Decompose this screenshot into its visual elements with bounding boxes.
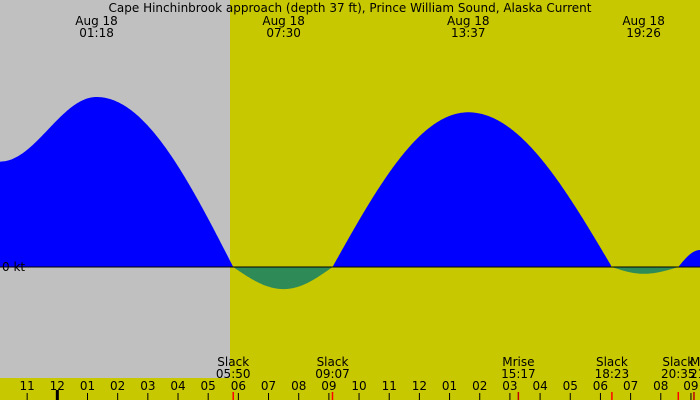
extremum-time-1: 07:30 bbox=[266, 26, 301, 40]
x-tick-label-0: 11 bbox=[20, 379, 35, 393]
x-tick-label-12: 11 bbox=[382, 379, 397, 393]
extremum-time-3: 19:26 bbox=[626, 26, 661, 40]
x-tick-label-16: 03 bbox=[502, 379, 517, 393]
event-label-5: M bbox=[690, 355, 700, 369]
x-tick-label-9: 08 bbox=[291, 379, 306, 393]
x-tick-label-5: 04 bbox=[170, 379, 185, 393]
event-time-1: 09:07 bbox=[315, 367, 350, 381]
flood-area-2 bbox=[333, 112, 611, 267]
ebb-area-3 bbox=[612, 267, 678, 274]
x-tick-label-7: 06 bbox=[231, 379, 246, 393]
x-tick-label-14: 01 bbox=[442, 379, 457, 393]
event-time-2: 15:17 bbox=[501, 367, 536, 381]
event-label-2: Mrise bbox=[502, 355, 534, 369]
x-tick-label-13: 12 bbox=[412, 379, 427, 393]
x-tick-label-22: 09 bbox=[683, 379, 698, 393]
x-tick-label-4: 03 bbox=[140, 379, 155, 393]
extremum-date-1: Aug 18 bbox=[262, 14, 305, 28]
event-label-1: Slack bbox=[317, 355, 349, 369]
x-tick-label-20: 07 bbox=[623, 379, 638, 393]
x-tick-label-19: 06 bbox=[593, 379, 608, 393]
event-label-4: Slack bbox=[662, 355, 694, 369]
event-label-3: Slack bbox=[596, 355, 628, 369]
event-labels: Slack05:50Slack09:07Mrise15:17Slack18:23… bbox=[216, 355, 700, 400]
event-time-5: 21 bbox=[690, 367, 700, 381]
x-tick-label-2: 01 bbox=[80, 379, 95, 393]
zero-current-label: 0 kt bbox=[2, 260, 25, 274]
x-tick-label-3: 02 bbox=[110, 379, 125, 393]
event-label-0: Slack bbox=[217, 355, 249, 369]
extremum-date-3: Aug 18 bbox=[622, 14, 665, 28]
current-fill-layer bbox=[0, 97, 700, 290]
extremum-time-0: 01:18 bbox=[79, 26, 114, 40]
x-tick-label-21: 08 bbox=[653, 379, 668, 393]
extremum-time-2: 13:37 bbox=[451, 26, 486, 40]
x-tick-label-17: 04 bbox=[532, 379, 547, 393]
x-tick-label-15: 02 bbox=[472, 379, 487, 393]
flood-area-0 bbox=[0, 97, 233, 267]
extremum-date-0: Aug 18 bbox=[75, 14, 118, 28]
flood-area-4 bbox=[679, 250, 700, 267]
x-tick-label-8: 07 bbox=[261, 379, 276, 393]
extremum-date-2: Aug 18 bbox=[447, 14, 490, 28]
x-tick-label-18: 05 bbox=[563, 379, 578, 393]
x-tick-label-11: 10 bbox=[351, 379, 366, 393]
ebb-area-1 bbox=[234, 267, 332, 290]
chart-title: Cape Hinchinbrook approach (depth 37 ft)… bbox=[109, 1, 592, 15]
event-time-0: 05:50 bbox=[216, 367, 251, 381]
x-tick-label-10: 09 bbox=[321, 379, 336, 393]
event-time-3: 18:23 bbox=[595, 367, 630, 381]
event-time-4: 20:35 bbox=[661, 367, 696, 381]
x-tick-label-6: 05 bbox=[201, 379, 216, 393]
x-axis: 11 12 01 02 03 04 05 06 07 08 09 10 11 12 01 02 03 04 05 06… bbox=[20, 379, 699, 400]
x-tick-label-1: 12 bbox=[50, 379, 65, 393]
